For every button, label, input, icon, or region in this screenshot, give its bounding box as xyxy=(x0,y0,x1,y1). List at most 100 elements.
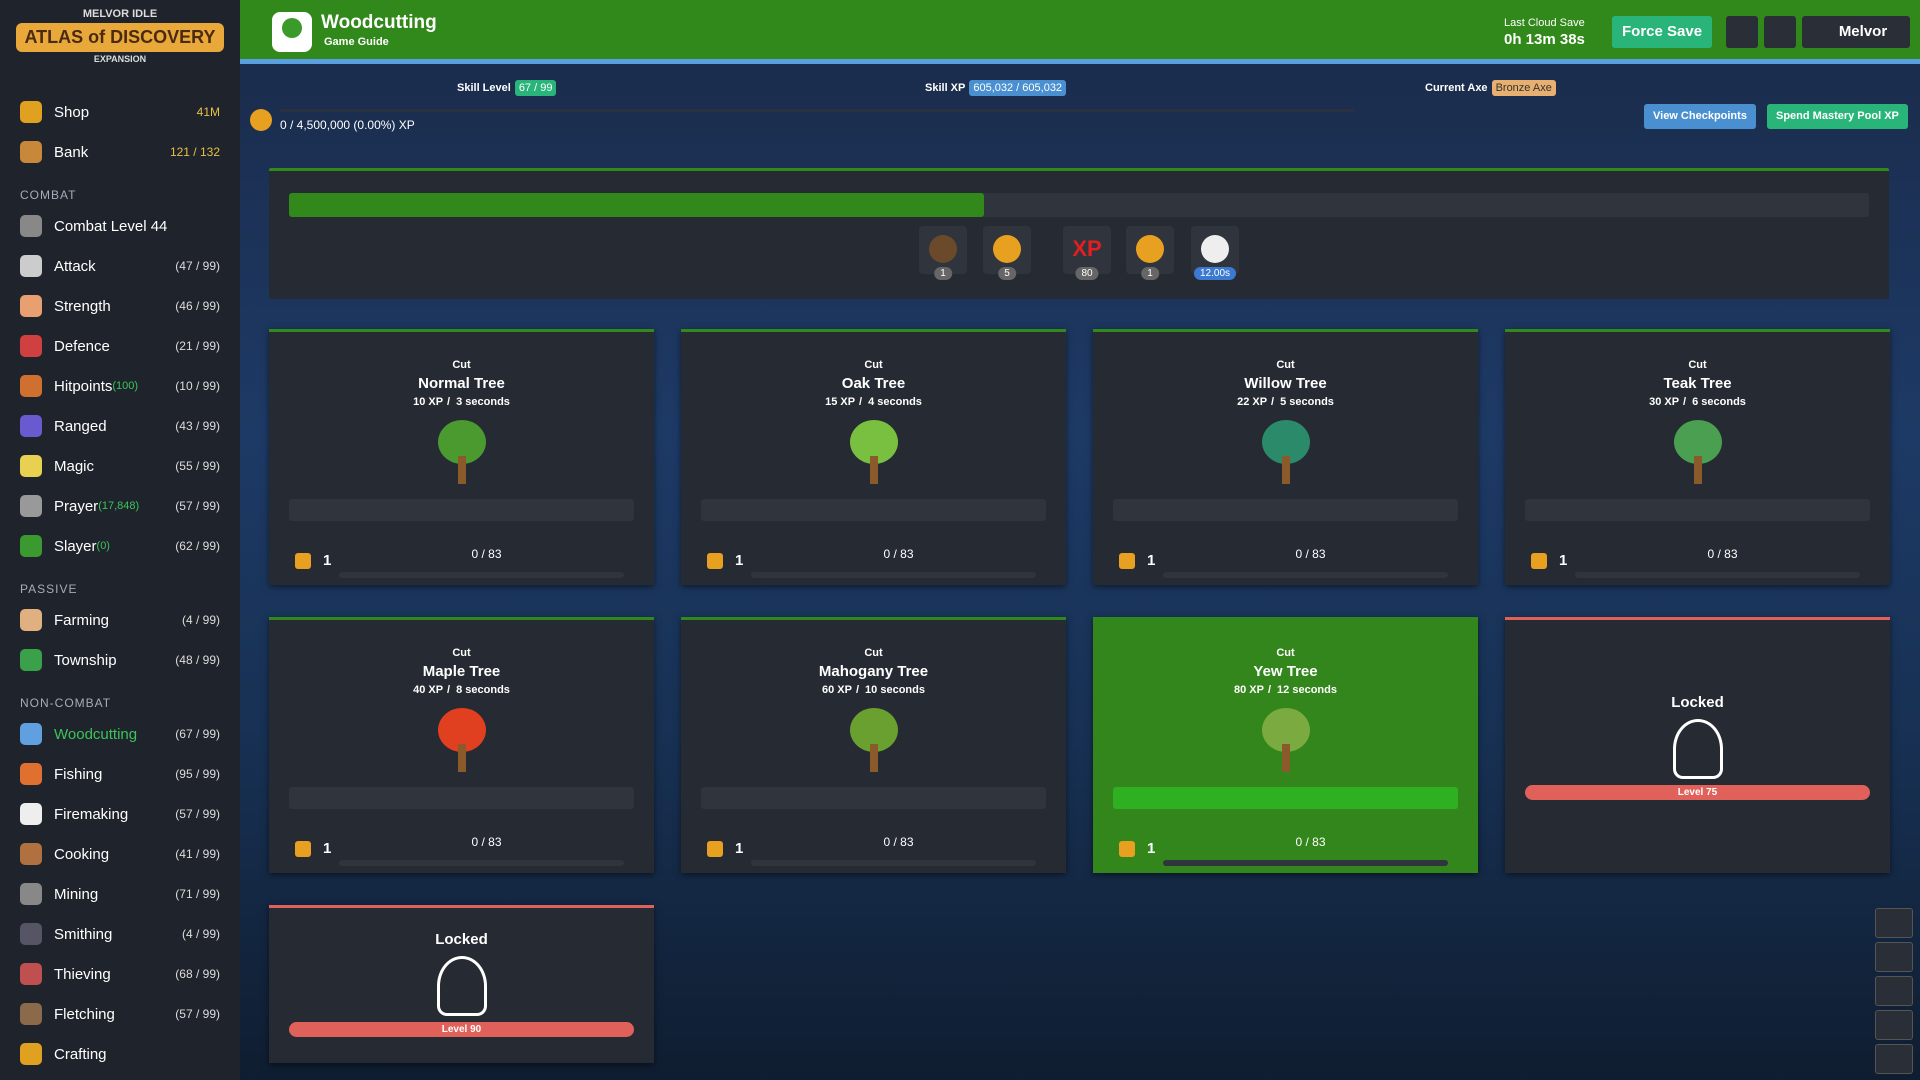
nav-extra: (100) xyxy=(112,380,139,392)
view-checkpoints[interactable]: View Checkpoints xyxy=(1644,104,1756,129)
separator: / xyxy=(1683,396,1687,408)
tree-info: 80 XP/ 12 seconds xyxy=(1093,684,1478,696)
nav-item[interactable]: Ranged (43 / 99) xyxy=(0,406,240,446)
nav-name: Combat Level 44 xyxy=(54,217,168,235)
mastery-level: 1 xyxy=(1147,552,1156,569)
nav-item[interactable]: Woodcutting (67 / 99) xyxy=(0,714,240,754)
nav-icon xyxy=(20,215,42,237)
stat: Current Axe Bronze Axe xyxy=(1425,80,1556,96)
nav-item[interactable]: Farming (4 / 99) xyxy=(0,600,240,640)
nav-item[interactable]: Combat Level 44 xyxy=(0,206,240,246)
nav-item[interactable]: Fishing (95 / 99) xyxy=(0,754,240,794)
tree-card[interactable]: Cut Mahogany Tree 60 XP/ 10 seconds 1 0 / 83 xyxy=(681,617,1066,873)
action-bar xyxy=(701,787,1046,809)
tree-icon xyxy=(1256,708,1316,774)
nav-item[interactable]: Smithing (4 / 99) xyxy=(0,914,240,954)
nav-name: Crafting xyxy=(54,1045,107,1063)
tree-info: 15 XP/ 4 seconds xyxy=(681,396,1066,408)
nav-item[interactable]: Thieving (68 / 99) xyxy=(0,954,240,994)
nav-icon xyxy=(20,295,42,317)
tree-info: 10 XP/ 3 seconds xyxy=(269,396,654,408)
tree-card[interactable]: Cut Teak Tree 30 XP/ 6 seconds 1 0 / 83 xyxy=(1505,329,1890,585)
tool-button[interactable] xyxy=(1875,908,1913,938)
tree-icon xyxy=(432,708,492,774)
nav-item[interactable]: Firemaking (57 / 99) xyxy=(0,794,240,834)
mastery-icon xyxy=(707,553,723,569)
nav-item[interactable]: Hitpoints (100) (10 / 99) xyxy=(0,366,240,406)
tree-time: 3 seconds xyxy=(456,396,510,408)
spend-pool[interactable]: Spend Mastery Pool XP xyxy=(1767,104,1908,129)
badge-icon xyxy=(1136,235,1164,263)
action: Cut xyxy=(1276,647,1295,659)
tree-icon xyxy=(1256,420,1316,486)
nav-item[interactable]: Bank 121 / 132 xyxy=(0,132,240,172)
tree-card[interactable]: Cut Willow Tree 22 XP/ 5 seconds 1 0 / 83 xyxy=(1093,329,1478,585)
tree-card[interactable]: Cut Normal Tree 10 XP/ 3 seconds 1 0 / 83 xyxy=(269,329,654,585)
nav-name: Cooking xyxy=(54,845,110,863)
potion-button[interactable] xyxy=(1726,16,1758,48)
nav-item[interactable]: Strength (46 / 99) xyxy=(0,286,240,326)
tool-button[interactable] xyxy=(1875,976,1913,1006)
tree-xp: 15 XP xyxy=(825,396,856,408)
trunk xyxy=(457,744,466,772)
nav-item[interactable]: Fletching (57 / 99) xyxy=(0,994,240,1034)
nav-item[interactable]: Township (48 / 99) xyxy=(0,640,240,680)
tree-card[interactable]: Cut Maple Tree 40 XP/ 8 seconds 1 0 / 83 xyxy=(269,617,654,873)
nav-name: Township xyxy=(54,651,117,669)
mastery-level: 1 xyxy=(1147,840,1156,857)
nav-item[interactable]: Mining (71 / 99) xyxy=(0,874,240,914)
tree-time: 4 seconds xyxy=(868,396,922,408)
menu-button[interactable] xyxy=(1764,16,1796,48)
mastery-xp: 0 / 83 xyxy=(1707,547,1738,561)
badge-count: 1 xyxy=(934,267,952,280)
user-menu[interactable]: Melvor xyxy=(1802,16,1910,48)
force-save[interactable]: Force Save xyxy=(1612,16,1713,48)
nav-extra: (0) xyxy=(96,540,110,552)
nav-level: (55 / 99) xyxy=(175,459,220,473)
mastery-xp: 0 / 83 xyxy=(1295,547,1326,561)
nav-extra: (17,848) xyxy=(98,500,140,512)
locked-card: Locked Level 90 xyxy=(269,905,654,1063)
action: Cut xyxy=(1688,359,1707,371)
nav-item[interactable]: Crafting xyxy=(0,1034,240,1074)
action: Cut xyxy=(452,359,471,371)
tree-name: Maple Tree xyxy=(422,663,501,680)
tree-card[interactable]: Cut Oak Tree 15 XP/ 4 seconds 1 0 / 83 xyxy=(681,329,1066,585)
nav-icon xyxy=(20,335,42,357)
action: Cut xyxy=(452,647,471,659)
action-bar xyxy=(289,787,634,809)
progress-track xyxy=(289,193,1869,217)
nav-name: Firemaking xyxy=(54,805,129,823)
tree-info: 30 XP/ 6 seconds xyxy=(1505,396,1890,408)
tool-button[interactable] xyxy=(1875,1010,1913,1040)
nav-level: (68 / 99) xyxy=(175,967,220,981)
nav-item[interactable]: Prayer (17,848) (57 / 99) xyxy=(0,486,240,526)
tool-button[interactable] xyxy=(1875,942,1913,972)
tree-name: Willow Tree xyxy=(1244,375,1327,392)
game-guide[interactable]: Game Guide xyxy=(324,36,389,48)
mastery-icon xyxy=(1119,553,1135,569)
mastery-bar xyxy=(1575,572,1860,578)
nav-icon xyxy=(20,923,42,945)
nav-name: Woodcutting xyxy=(54,725,138,743)
locked-card: Locked Level 75 xyxy=(1505,617,1890,873)
nav-level: (57 / 99) xyxy=(175,499,220,513)
level-req: Level 90 xyxy=(289,1022,634,1037)
nav-item[interactable]: Slayer (0) (62 / 99) xyxy=(0,526,240,566)
mastery-icon xyxy=(1531,553,1547,569)
tree-card[interactable]: Cut Yew Tree 80 XP/ 12 seconds 1 0 / 83 xyxy=(1093,617,1478,873)
stat-label: Current Axe xyxy=(1425,82,1488,94)
nav-item[interactable]: Magic (55 / 99) xyxy=(0,446,240,486)
nav-icon xyxy=(20,883,42,905)
nav-item[interactable]: Defence (21 / 99) xyxy=(0,326,240,366)
nav-name: Thieving xyxy=(54,965,111,983)
nav-item[interactable]: Shop 41M xyxy=(0,92,240,132)
tool-button[interactable] xyxy=(1875,1044,1913,1074)
nav-icon xyxy=(20,375,42,397)
tree-xp: 30 XP xyxy=(1649,396,1680,408)
nav-icon xyxy=(20,415,42,437)
nav-name: Bank xyxy=(54,143,89,161)
nav-item[interactable]: Attack (47 / 99) xyxy=(0,246,240,286)
nav-item[interactable]: Cooking (41 / 99) xyxy=(0,834,240,874)
tree-time: 10 seconds xyxy=(865,684,925,696)
